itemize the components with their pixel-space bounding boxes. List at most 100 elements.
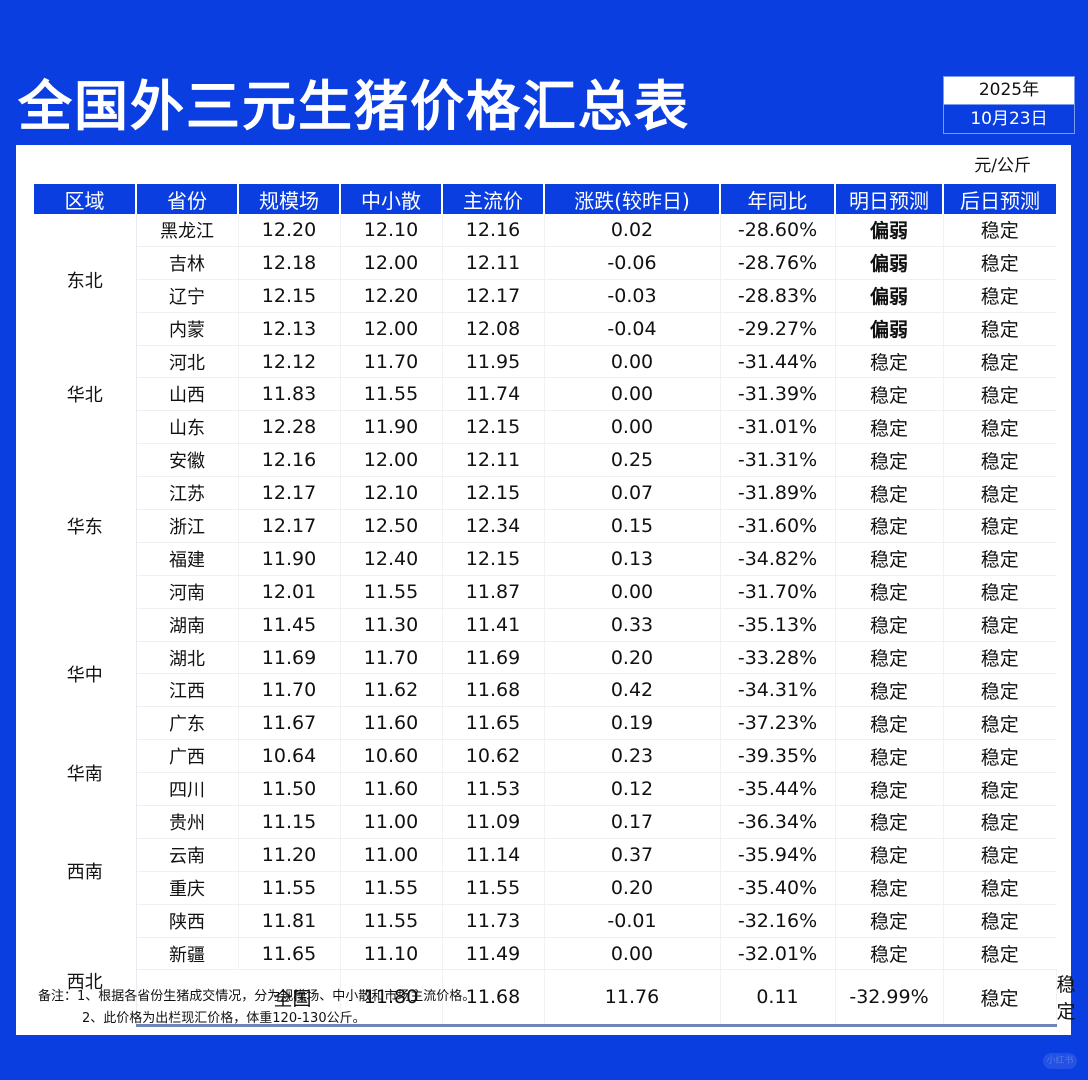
yoy-cell: -31.89% xyxy=(720,476,836,511)
main-price-cell: 10.62 xyxy=(442,739,545,774)
table-row: 山东 12.28 11.90 12.15 0.00 -31.01% 稳定 稳定 xyxy=(34,410,1056,445)
main-price-cell: 12.15 xyxy=(442,410,545,445)
province-cell: 湖南 xyxy=(136,608,239,642)
main-price-cell: 11.69 xyxy=(442,641,545,675)
table-row: 云南 11.20 11.00 11.14 0.37 -35.94% 稳定 稳定 xyxy=(34,838,1056,872)
day-after-forecast-cell: 稳定 xyxy=(943,443,1056,478)
large-farm-price-cell: 12.13 xyxy=(238,312,341,346)
province-cell: 四川 xyxy=(136,772,239,807)
large-farm-price-cell: 12.28 xyxy=(238,410,341,445)
large-farm-price-cell: 11.70 xyxy=(238,673,341,708)
tomorrow-forecast-cell: 稳定 xyxy=(835,673,944,708)
province-cell: 山东 xyxy=(136,410,239,445)
province-cell: 河北 xyxy=(136,345,239,379)
col-header-small-farm: 中小散 xyxy=(340,184,443,214)
table-row: 华北 河北 12.12 11.70 11.95 0.00 -31.44% 稳定 稳定 xyxy=(34,345,1056,444)
province-cell: 陕西 xyxy=(136,904,239,938)
col-header-province: 省份 xyxy=(136,184,239,214)
total-main-price: 11.76 xyxy=(544,969,721,1027)
table-row: 东北 黑龙江 12.20 12.10 12.16 0.02 -28.60% 偏弱 稳定 xyxy=(34,214,1056,346)
large-farm-price-cell: 11.69 xyxy=(238,641,341,675)
main-price-cell: 11.68 xyxy=(442,673,545,708)
tomorrow-forecast-cell: 稳定 xyxy=(835,377,944,412)
small-farm-price-cell: 11.70 xyxy=(340,345,443,379)
province-cell: 江西 xyxy=(136,673,239,708)
tomorrow-forecast-cell: 稳定 xyxy=(835,345,944,379)
table-row: 华南 广西 10.64 10.60 10.62 0.23 -39.35% 稳定 稳定 xyxy=(34,739,1056,806)
small-farm-price-cell: 11.62 xyxy=(340,673,443,708)
total-yoy: -32.99% xyxy=(835,969,944,1027)
col-header-large-farm: 规模场 xyxy=(238,184,341,214)
change-cell: 0.00 xyxy=(544,345,721,379)
table-row: 华中 湖南 11.45 11.30 11.41 0.33 -35.13% 稳定 稳定 xyxy=(34,608,1056,740)
total-large-farm-price: 11.80 xyxy=(340,969,443,1027)
main-price-cell: 11.65 xyxy=(442,706,545,741)
main-price-cell: 12.15 xyxy=(442,476,545,511)
table-row: 陕西 11.81 11.55 11.73 -0.01 -32.16% 稳定 稳定 xyxy=(34,904,1056,938)
large-farm-price-cell: 11.90 xyxy=(238,542,341,576)
notes: 备注：1、根据各省份生猪成交情况，分为规模场、中小散和市场主流价格。 2、此价格… xyxy=(38,986,475,1030)
day-after-forecast-cell: 稳定 xyxy=(943,476,1056,511)
day-after-forecast-cell: 稳定 xyxy=(943,410,1056,445)
table-row: 福建 11.90 12.40 12.15 0.13 -34.82% 稳定 稳定 xyxy=(34,542,1056,576)
small-farm-price-cell: 11.55 xyxy=(340,904,443,938)
yoy-cell: -37.23% xyxy=(720,706,836,741)
main-price-cell: 11.87 xyxy=(442,575,545,609)
table-row: 广东 11.67 11.60 11.65 0.19 -37.23% 稳定 稳定 xyxy=(34,706,1056,741)
large-farm-price-cell: 12.15 xyxy=(238,279,341,313)
change-cell: 0.13 xyxy=(544,542,721,576)
table-row: 辽宁 12.15 12.20 12.17 -0.03 -28.83% 偏弱 稳定 xyxy=(34,279,1056,313)
yoy-cell: -32.16% xyxy=(720,904,836,938)
small-farm-price-cell: 11.10 xyxy=(340,937,443,971)
small-farm-price-cell: 11.60 xyxy=(340,772,443,807)
yoy-cell: -31.39% xyxy=(720,377,836,412)
small-farm-price-cell: 11.00 xyxy=(340,838,443,872)
region-cell: 华北 xyxy=(34,345,137,444)
small-farm-price-cell: 10.60 xyxy=(340,739,443,774)
table-row: 江苏 12.17 12.10 12.15 0.07 -31.89% 稳定 稳定 xyxy=(34,476,1056,511)
large-farm-price-cell: 12.12 xyxy=(238,345,341,379)
day-after-forecast-cell: 稳定 xyxy=(943,608,1056,642)
main-price-cell: 12.15 xyxy=(442,542,545,576)
province-cell: 广西 xyxy=(136,739,239,774)
province-cell: 江苏 xyxy=(136,476,239,511)
large-farm-price-cell: 11.15 xyxy=(238,805,341,839)
region-cell: 东北 xyxy=(34,214,137,346)
tomorrow-forecast-cell: 偏弱 xyxy=(835,214,944,247)
yoy-cell: -34.31% xyxy=(720,673,836,708)
main-price-cell: 11.73 xyxy=(442,904,545,938)
date-day: 10月23日 xyxy=(944,104,1074,133)
page-title: 全国外三元生猪价格汇总表 xyxy=(18,75,690,138)
main-price-cell: 12.34 xyxy=(442,509,545,543)
small-farm-price-cell: 12.10 xyxy=(340,476,443,511)
large-farm-price-cell: 12.01 xyxy=(238,575,341,609)
day-after-forecast-cell: 稳定 xyxy=(943,937,1056,971)
province-cell: 贵州 xyxy=(136,805,239,839)
day-after-forecast-cell: 稳定 xyxy=(943,312,1056,346)
change-cell: 0.19 xyxy=(544,706,721,741)
tomorrow-forecast-cell: 稳定 xyxy=(835,937,944,971)
large-farm-price-cell: 12.17 xyxy=(238,509,341,543)
price-table: 区域 省份 规模场 中小散 主流价 涨跌(较昨日) 年同比 明日预测 后日预测 … xyxy=(34,184,1076,1027)
yoy-cell: -28.60% xyxy=(720,214,836,247)
tomorrow-forecast-cell: 稳定 xyxy=(835,476,944,511)
col-header-yoy: 年同比 xyxy=(720,184,836,214)
unit-label: 元/公斤 xyxy=(974,156,1031,176)
change-cell: 0.15 xyxy=(544,509,721,543)
table-row: 浙江 12.17 12.50 12.34 0.15 -31.60% 稳定 稳定 xyxy=(34,509,1056,543)
region-cell: 华东 xyxy=(34,443,137,609)
table-row: 湖北 11.69 11.70 11.69 0.20 -33.28% 稳定 稳定 xyxy=(34,641,1056,675)
day-after-forecast-cell: 稳定 xyxy=(943,345,1056,379)
note-line-2: 2、此价格为出栏现汇价格，体重120-130公斤。 xyxy=(82,1011,366,1026)
change-cell: 0.00 xyxy=(544,377,721,412)
change-cell: 0.42 xyxy=(544,673,721,708)
small-farm-price-cell: 12.00 xyxy=(340,443,443,478)
large-farm-price-cell: 11.55 xyxy=(238,871,341,905)
change-cell: 0.17 xyxy=(544,805,721,839)
day-after-forecast-cell: 稳定 xyxy=(943,509,1056,543)
small-farm-price-cell: 12.00 xyxy=(340,312,443,346)
small-farm-price-cell: 12.00 xyxy=(340,246,443,280)
small-farm-price-cell: 12.50 xyxy=(340,509,443,543)
main-price-cell: 12.11 xyxy=(442,443,545,478)
small-farm-price-cell: 11.55 xyxy=(340,575,443,609)
